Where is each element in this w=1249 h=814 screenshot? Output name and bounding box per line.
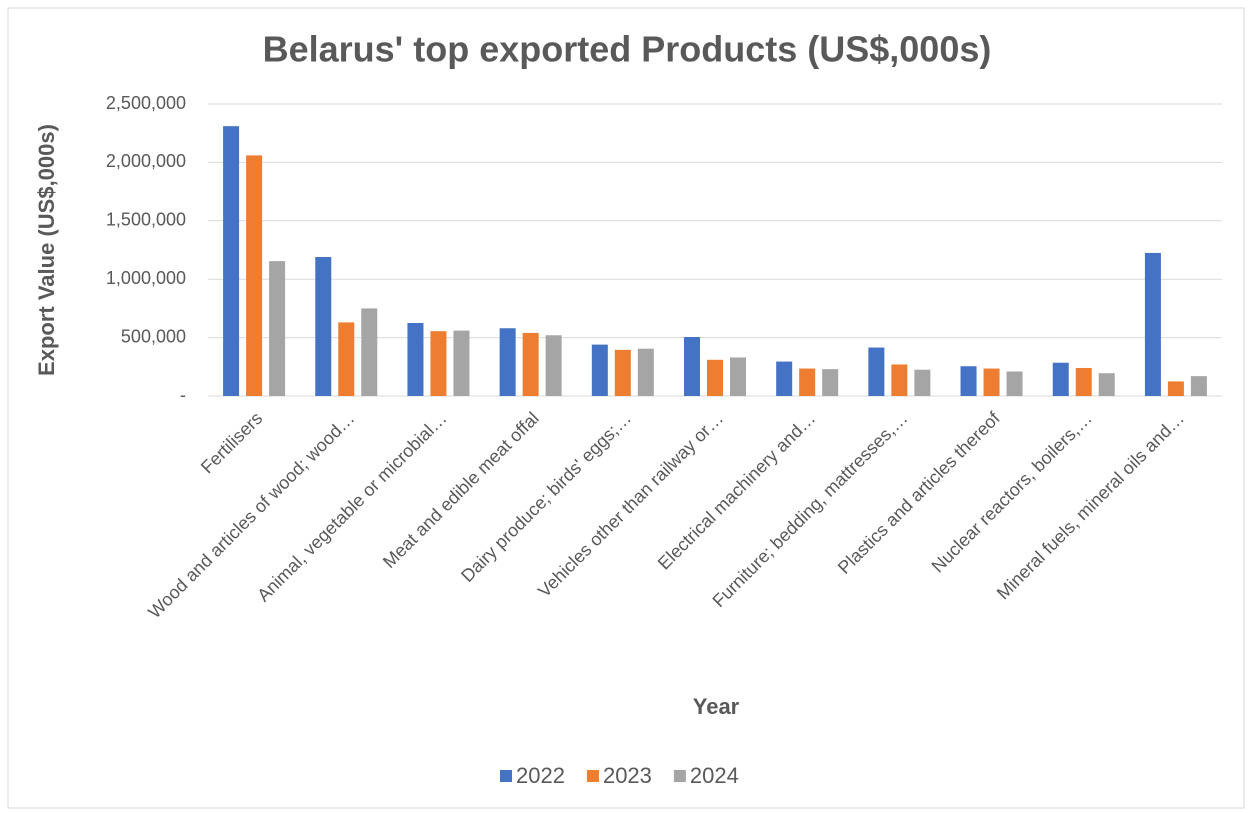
x-axis-label: Year	[693, 694, 740, 719]
bar	[914, 369, 931, 396]
chart-frame	[7, 7, 1245, 809]
bar	[361, 308, 378, 396]
y-tick-label: 1,500,000	[106, 210, 186, 230]
bar	[983, 368, 1000, 396]
bar	[891, 364, 908, 396]
legend-swatch	[500, 770, 512, 782]
bar	[1190, 376, 1207, 396]
y-tick-label: 2,500,000	[106, 93, 186, 113]
bar	[591, 344, 608, 396]
legend-label: 2024	[690, 763, 739, 788]
legend-swatch	[586, 770, 599, 782]
bar	[684, 337, 700, 396]
bar	[315, 257, 332, 396]
y-tick-label: 1,000,000	[106, 268, 186, 288]
bar	[868, 347, 885, 396]
bar	[545, 335, 562, 396]
bar	[730, 357, 746, 396]
bar	[1052, 362, 1069, 396]
bar	[799, 368, 816, 396]
bar	[522, 332, 539, 396]
bar	[430, 331, 447, 396]
legend-label: 2023	[603, 763, 652, 788]
y-tick-label: 2,000,000	[106, 151, 186, 171]
bar	[499, 328, 516, 396]
y-tick-label: -	[180, 385, 186, 405]
y-tick-label: 500,000	[121, 326, 186, 346]
bar	[1144, 252, 1161, 396]
bar	[1098, 373, 1115, 396]
bar	[707, 359, 723, 396]
bar	[1006, 371, 1023, 396]
bar	[1075, 367, 1092, 396]
y-axis-label: Export Value (US$,000s)	[34, 124, 59, 376]
bar	[776, 361, 793, 396]
bar	[338, 322, 355, 396]
bar	[223, 126, 240, 396]
bar	[822, 369, 839, 396]
bar	[637, 348, 654, 396]
bar	[960, 366, 977, 396]
legend-label: 2022	[516, 763, 565, 788]
bar	[246, 155, 263, 396]
legend-swatch	[673, 770, 686, 782]
bar	[1167, 381, 1184, 396]
bar	[269, 261, 286, 396]
bar	[407, 323, 424, 396]
chart-title: Belarus' top exported Products (US$,000s…	[263, 29, 992, 70]
bar	[614, 349, 631, 396]
bar	[453, 330, 470, 396]
